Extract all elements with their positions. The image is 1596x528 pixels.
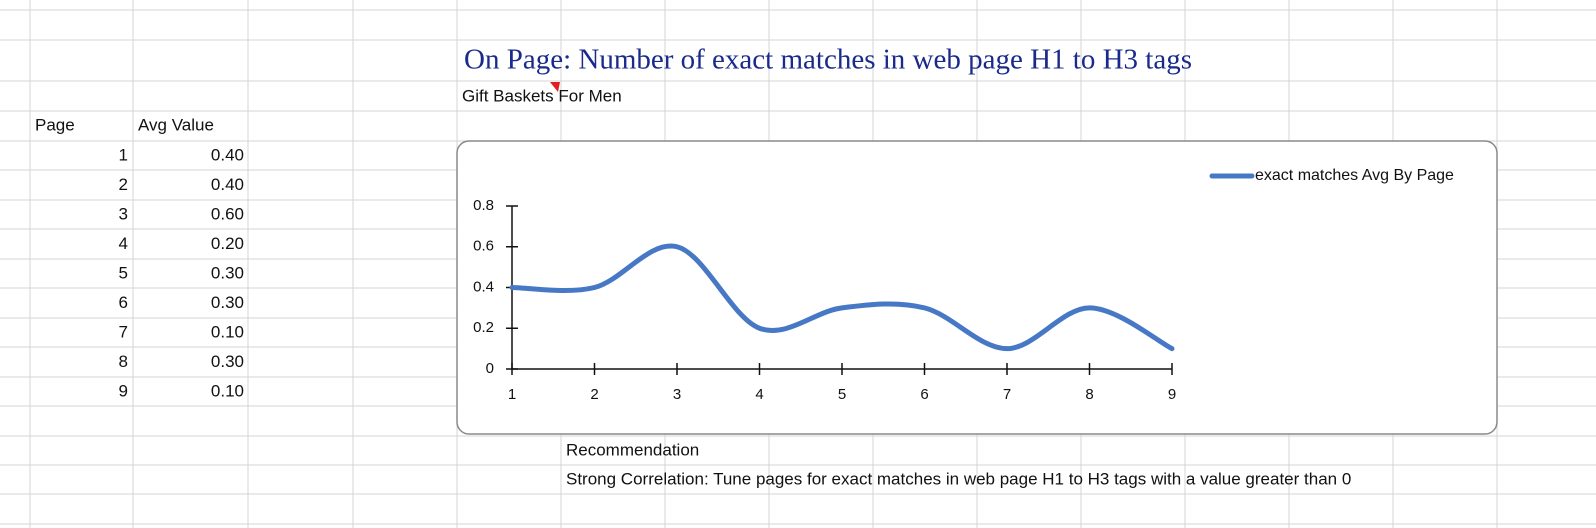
table-cell: 0.10 — [211, 381, 244, 400]
comment-marker — [550, 82, 560, 92]
table-cell: 2 — [119, 175, 128, 194]
table-header: Page — [35, 115, 75, 134]
recommendation-heading: Recommendation — [566, 440, 699, 459]
y-tick-label: 0 — [486, 360, 494, 377]
table-cell: 8 — [119, 352, 128, 371]
subtitle: Gift Baskets For Men — [462, 86, 622, 105]
table-cell: 3 — [119, 204, 128, 223]
table-cell: 1 — [119, 145, 128, 164]
y-tick-label: 0.6 — [473, 238, 494, 255]
x-tick-label: 1 — [508, 386, 516, 403]
x-tick-label: 6 — [920, 386, 928, 403]
y-tick-label: 0.2 — [473, 319, 494, 336]
table-cell: 9 — [119, 381, 128, 400]
table-cell: 6 — [119, 293, 128, 312]
table-cell: 5 — [119, 263, 128, 282]
recommendation-text: Strong Correlation: Tune pages for exact… — [566, 469, 1351, 488]
x-tick-label: 3 — [673, 386, 681, 403]
sheet-title: On Page: Number of exact matches in web … — [464, 44, 1192, 76]
table-cell: 0.40 — [211, 175, 244, 194]
table-header: Avg Value — [138, 115, 214, 134]
table-cell: 0.30 — [211, 352, 244, 371]
x-tick-label: 2 — [590, 386, 598, 403]
legend-label: exact matches Avg By Page — [1255, 167, 1454, 184]
x-tick-label: 7 — [1003, 386, 1011, 403]
y-tick-label: 0.4 — [473, 278, 494, 295]
x-tick-label: 9 — [1168, 386, 1176, 403]
table-cell: 0.30 — [211, 293, 244, 312]
y-tick-label: 0.8 — [473, 197, 494, 214]
table-cell: 0.60 — [211, 204, 244, 223]
table-cell: 4 — [119, 234, 128, 253]
chart-frame — [456, 140, 1498, 435]
table-cell: 0.40 — [211, 145, 244, 164]
x-tick-label: 5 — [838, 386, 846, 403]
table-cell: 7 — [119, 322, 128, 341]
x-tick-label: 8 — [1085, 386, 1093, 403]
table-cell: 0.20 — [211, 234, 244, 253]
data-line — [509, 243, 1175, 352]
x-tick-label: 4 — [755, 386, 763, 403]
table-cell: 0.30 — [211, 263, 244, 282]
table-cell: 0.10 — [211, 322, 244, 341]
